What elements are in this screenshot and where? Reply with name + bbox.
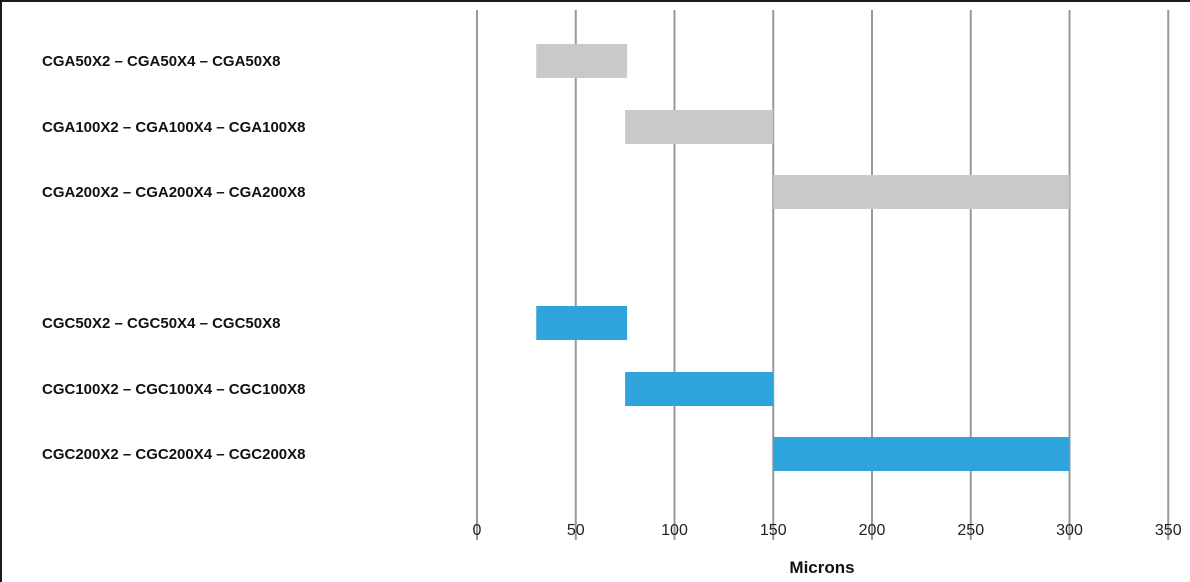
x-tick-label-350: 350 xyxy=(1155,522,1182,539)
category-label-5: CGC100X2 – CGC100X4 – CGC100X8 xyxy=(42,381,305,398)
x-tick-label-100: 100 xyxy=(661,522,688,539)
bar-2 xyxy=(625,110,774,144)
x-axis-title: Microns xyxy=(789,558,854,577)
category-label-3: CGA200X2 – CGA200X4 – CGA200X8 xyxy=(42,184,305,201)
category-labels: CGA50X2 – CGA50X4 – CGA50X8 CGA100X2 – CG… xyxy=(42,53,305,463)
category-label-4: CGC50X2 – CGC50X4 – CGC50X8 xyxy=(42,315,280,332)
category-label-1: CGA50X2 – CGA50X4 – CGA50X8 xyxy=(42,53,280,70)
x-tick-label-0: 0 xyxy=(473,522,482,539)
x-tick-label-50: 50 xyxy=(567,522,585,539)
bar-4 xyxy=(536,306,628,340)
bar-6 xyxy=(773,437,1070,471)
category-label-6: CGC200X2 – CGC200X4 – CGC200X8 xyxy=(42,446,305,463)
bar-5 xyxy=(625,372,774,406)
x-tick-label-200: 200 xyxy=(859,522,886,539)
x-tick-label-150: 150 xyxy=(760,522,787,539)
bars-group xyxy=(536,44,1070,471)
category-label-2: CGA100X2 – CGA100X4 – CGA100X8 xyxy=(42,119,305,136)
bar-3 xyxy=(773,175,1070,209)
tick-labels: 0 50 100 150 200 250 300 350 xyxy=(473,522,1182,539)
x-tick-label-300: 300 xyxy=(1056,522,1083,539)
bar-1 xyxy=(536,44,628,78)
x-tick-label-250: 250 xyxy=(957,522,984,539)
